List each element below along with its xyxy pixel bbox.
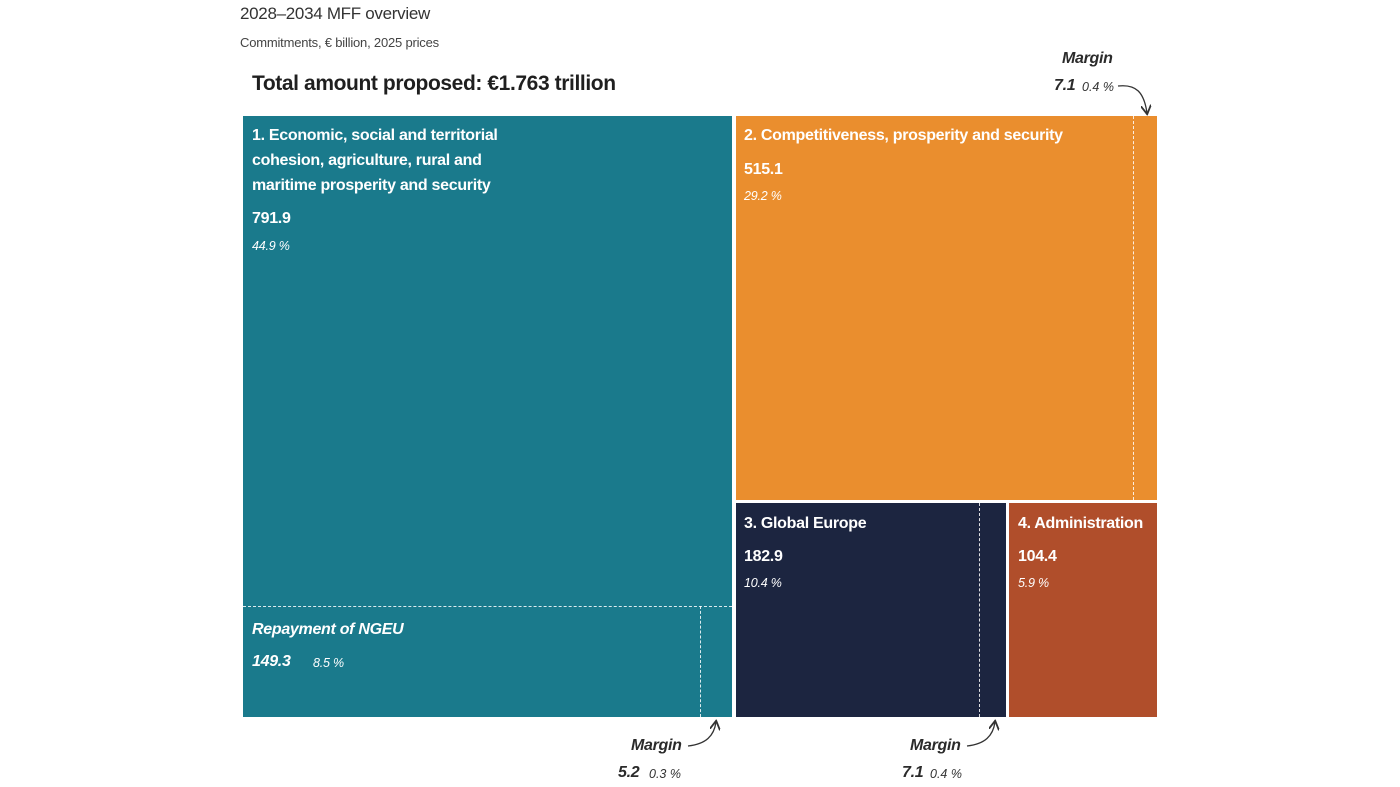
- margin-global-europe-arrow: [966, 722, 995, 747]
- chart-title: 2028–2034 MFF overview: [240, 4, 430, 23]
- margin-top-value: 7.1: [1054, 77, 1076, 94]
- margin-global-europe-share: 0.4 %: [930, 767, 962, 781]
- tile-competitiveness-label: 2. Competitiveness, prosperity and secur…: [744, 127, 1063, 144]
- global-europe-margin-divider: [979, 503, 980, 717]
- margin-top-label: Margin: [1062, 50, 1113, 67]
- tile-administration-value: 104.4: [1018, 548, 1057, 565]
- tile-competitiveness-value: 515.1: [744, 161, 783, 178]
- tile-global-europe-share: 10.4 %: [744, 576, 782, 590]
- tile-competitiveness: 2. Competitiveness, prosperity and secur…: [736, 116, 1157, 500]
- tile-administration: 4. Administration 104.4 5.9 %: [1009, 503, 1157, 717]
- competitiveness-margin-divider: [1133, 116, 1134, 500]
- tile-global-europe-label: 3. Global Europe: [744, 515, 867, 532]
- tile-cohesion-label-line-3: maritime prosperity and security: [252, 177, 491, 194]
- ngeu-share: 8.5 %: [313, 656, 344, 670]
- tile-administration-share: 5.9 %: [1018, 576, 1049, 590]
- margin-cohesion-arrow: [687, 722, 716, 747]
- tile-global-europe-value: 182.9: [744, 548, 783, 565]
- margin-cohesion-label: Margin: [631, 737, 682, 754]
- tile-cohesion-label-line-2: cohesion, agriculture, rural and: [252, 152, 482, 169]
- margin-cohesion-share: 0.3 %: [649, 767, 681, 781]
- tile-global-europe: 3. Global Europe 182.9 10.4 %: [736, 503, 1006, 717]
- chart-subtitle: Commitments, € billion, 2025 prices: [240, 35, 439, 50]
- tile-cohesion-share: 44.9 %: [252, 239, 290, 253]
- total-amount: Total amount proposed: €1.763 trillion: [252, 72, 616, 95]
- tile-administration-label: 4. Administration: [1018, 515, 1143, 532]
- ngeu-divider: [243, 606, 732, 607]
- tile-competitiveness-share: 29.2 %: [744, 189, 782, 203]
- tile-cohesion: 1. Economic, social and territorial cohe…: [243, 116, 732, 717]
- ngeu-value: 149.3: [252, 653, 291, 670]
- tile-cohesion-label: 1. Economic, social and territorial cohe…: [252, 123, 498, 198]
- tile-cohesion-value: 791.9: [252, 210, 291, 227]
- tile-cohesion-label-line-1: 1. Economic, social and territorial: [252, 127, 498, 144]
- margin-cohesion-value: 5.2: [618, 764, 640, 781]
- margin-top-share: 0.4 %: [1082, 80, 1114, 94]
- margin-global-europe-label: Margin: [910, 737, 961, 754]
- margin-top-arrow: [1117, 85, 1147, 113]
- ngeu-label: Repayment of NGEU: [252, 621, 404, 638]
- cohesion-margin-divider: [700, 606, 701, 717]
- margin-global-europe-value: 7.1: [902, 764, 924, 781]
